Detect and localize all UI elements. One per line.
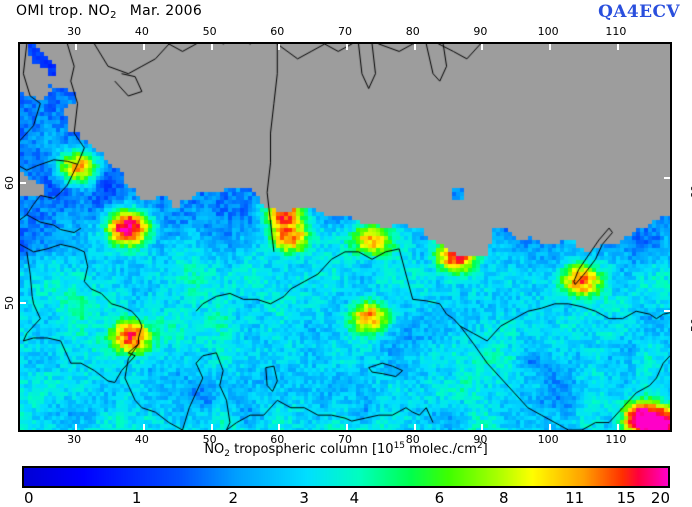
colorbar-gradient: [24, 468, 668, 486]
colorbar-tick-15: 15: [616, 489, 636, 507]
cbar-title-post: molec./cm: [405, 442, 477, 457]
colorbar-tick-2: 2: [228, 489, 239, 507]
tick-bottom-100: [549, 424, 552, 430]
cbar-title-sup: 15: [393, 441, 406, 451]
cbar-title-end: ]: [482, 442, 488, 457]
longitude-tick-bottom-80: 80: [405, 433, 420, 446]
colorbar-tick-0: 0: [24, 489, 34, 507]
longitude-tick-bottom-110: 110: [605, 433, 627, 446]
longitude-tick-bottom-50: 50: [202, 433, 217, 446]
longitude-tick-top-110: 110: [605, 25, 627, 38]
longitude-tick-top-40: 40: [134, 25, 149, 38]
colorbar-tick-6: 6: [434, 489, 445, 507]
tick-top-40: [142, 44, 145, 50]
tick-bottom-80: [413, 424, 416, 430]
title-instrument: OMI trop. NO: [16, 3, 111, 19]
tick-left-60: [20, 182, 26, 184]
tick-top-60: [278, 44, 281, 50]
longitude-tick-top-30: 30: [67, 25, 82, 38]
page-title: OMI trop. NO2 Mar. 2006: [16, 3, 203, 21]
no2-map[interactable]: [18, 42, 672, 432]
tick-top-90: [481, 44, 484, 50]
map-raster: [20, 44, 670, 430]
cbar-title-sub: 2: [224, 449, 231, 459]
tick-top-80: [413, 44, 416, 50]
longitude-tick-top-80: 80: [405, 25, 420, 38]
colorbar-tick-4: 4: [349, 489, 360, 507]
tick-bottom-30: [75, 424, 78, 430]
longitude-tick-bottom-40: 40: [134, 433, 149, 446]
title-date: Mar. 2006: [129, 3, 203, 19]
longitude-tick-bottom-60: 60: [270, 433, 285, 446]
tick-right-50: [664, 310, 670, 312]
cbar-title-pre: NO: [204, 442, 225, 457]
colorbar-tick-8: 8: [498, 489, 509, 507]
cbar-title-mid: tropospheric column [10: [230, 442, 394, 457]
tick-top-110: [616, 44, 619, 50]
colorbar-tick-11: 11: [565, 489, 585, 507]
latitude-label-left-50: 50: [3, 296, 16, 310]
longitude-axis-top: 30 40 50 60 70 80 90 100 110: [0, 25, 692, 39]
colorbar-tick-1: 1: [131, 489, 142, 507]
latitude-label-left-60: 60: [3, 176, 16, 190]
longitude-tick-top-50: 50: [202, 25, 217, 38]
longitude-tick-bottom-90: 90: [473, 433, 488, 446]
cbar-title-sup2: 2: [476, 441, 483, 451]
tick-top-30: [75, 44, 78, 50]
longitude-tick-top-100: 100: [537, 25, 559, 38]
longitude-tick-top-60: 60: [270, 25, 285, 38]
tick-bottom-50: [210, 424, 213, 430]
longitude-tick-bottom-30: 30: [67, 433, 82, 446]
longitude-tick-bottom-70: 70: [338, 433, 352, 446]
qa4ecv-logo: QA4ECV: [598, 2, 680, 22]
longitude-tick-top-90: 90: [473, 25, 488, 38]
colorbar-tick-3: 3: [299, 489, 309, 507]
tick-top-100: [549, 44, 552, 50]
longitude-tick-top-70: 70: [338, 25, 352, 38]
tick-bottom-40: [142, 424, 145, 430]
longitude-axis-bottom: 30 40 50 60 70 80 90 100 110: [0, 433, 692, 447]
tick-bottom-70: [346, 424, 348, 430]
tick-left-50: [20, 302, 26, 304]
colorbar-title: NO2 tropospheric column [1015 molec./cm2…: [0, 441, 692, 459]
colorbar-tick-20: 20: [650, 489, 670, 507]
colorbar[interactable]: [22, 466, 670, 488]
tick-top-50: [210, 44, 213, 50]
colorbar-tick-labels: 0 1 2 3 4 6 8 11 15 20: [0, 489, 692, 507]
tick-top-70: [346, 44, 348, 50]
tick-right-60: [664, 177, 670, 179]
title-subscript: 2: [110, 10, 117, 21]
tick-bottom-60: [278, 424, 281, 430]
tick-bottom-110: [616, 424, 619, 430]
longitude-tick-bottom-100: 100: [537, 433, 559, 446]
tick-bottom-90: [481, 424, 484, 430]
